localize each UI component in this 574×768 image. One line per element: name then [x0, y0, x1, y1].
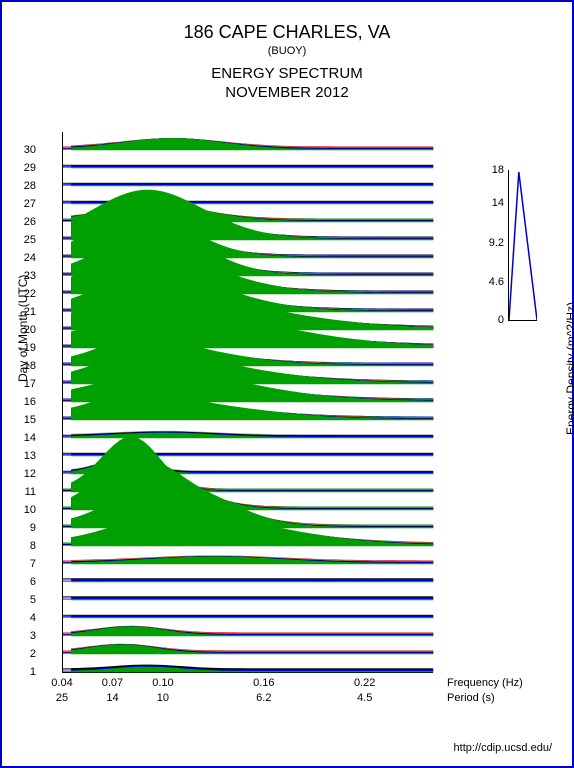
y-tick: 4 — [14, 612, 36, 624]
y-tick: 18 — [14, 360, 36, 372]
chart-frame: 186 CAPE CHARLES, VA (BUOY) ENERGY SPECT… — [0, 0, 574, 768]
legend-tick: 18 — [492, 164, 504, 176]
y-tick: 11 — [14, 486, 36, 498]
title-spectrum: ENERGY SPECTRUM — [2, 65, 572, 82]
x-tick-period: 4.5 — [357, 692, 372, 704]
footer-url: http://cdip.ucsd.edu/ — [454, 742, 552, 754]
legend-axis-label: Energy Density (m^2/Hz) — [564, 302, 574, 435]
legend-tick: 4.6 — [489, 276, 504, 288]
y-tick: 9 — [14, 522, 36, 534]
y-tick: 2 — [14, 648, 36, 660]
y-tick: 15 — [14, 414, 36, 426]
x-tick-freq: 0.16 — [253, 677, 274, 689]
y-tick: 6 — [14, 576, 36, 588]
legend-box — [508, 170, 537, 321]
y-tick: 8 — [14, 540, 36, 552]
y-tick: 27 — [14, 198, 36, 210]
title-date: NOVEMBER 2012 — [2, 84, 572, 101]
x-axis-label-period: Period (s) — [447, 692, 495, 704]
y-tick: 26 — [14, 216, 36, 228]
legend-arrow-svg — [509, 170, 537, 320]
y-tick: 30 — [14, 144, 36, 156]
x-tick-freq: 0.04 — [51, 677, 72, 689]
y-tick: 1 — [14, 666, 36, 678]
x-tick-period: 14 — [106, 692, 118, 704]
title-block: 186 CAPE CHARLES, VA (BUOY) ENERGY SPECT… — [2, 22, 572, 101]
y-tick: 12 — [14, 468, 36, 480]
title-main: 186 CAPE CHARLES, VA — [2, 22, 572, 43]
x-tick-period: 10 — [157, 692, 169, 704]
legend-tick: 14 — [492, 197, 504, 209]
x-axis-label-freq: Frequency (Hz) — [447, 677, 523, 689]
y-tick: 5 — [14, 594, 36, 606]
plot-area — [62, 132, 433, 673]
y-tick: 10 — [14, 504, 36, 516]
legend-arrow — [509, 172, 537, 320]
x-tick-freq: 0.22 — [354, 677, 375, 689]
y-tick: 14 — [14, 432, 36, 444]
x-tick-freq: 0.10 — [152, 677, 173, 689]
legend-tick: 9.2 — [489, 237, 504, 249]
spectra-svg — [63, 132, 433, 672]
y-tick: 29 — [14, 162, 36, 174]
y-tick: 7 — [14, 558, 36, 570]
legend-tick: 0 — [498, 314, 504, 326]
y-tick: 23 — [14, 270, 36, 282]
y-tick: 13 — [14, 450, 36, 462]
x-tick-period: 25 — [56, 692, 68, 704]
y-tick: 19 — [14, 342, 36, 354]
y-tick: 3 — [14, 630, 36, 642]
y-tick: 21 — [14, 306, 36, 318]
x-tick-period: 6.2 — [256, 692, 271, 704]
y-tick: 20 — [14, 324, 36, 336]
y-tick: 16 — [14, 396, 36, 408]
y-tick: 22 — [14, 288, 36, 300]
y-tick: 28 — [14, 180, 36, 192]
x-tick-freq: 0.07 — [102, 677, 123, 689]
y-tick: 25 — [14, 234, 36, 246]
y-tick: 24 — [14, 252, 36, 264]
y-tick: 17 — [14, 378, 36, 390]
title-sub: (BUOY) — [2, 45, 572, 57]
